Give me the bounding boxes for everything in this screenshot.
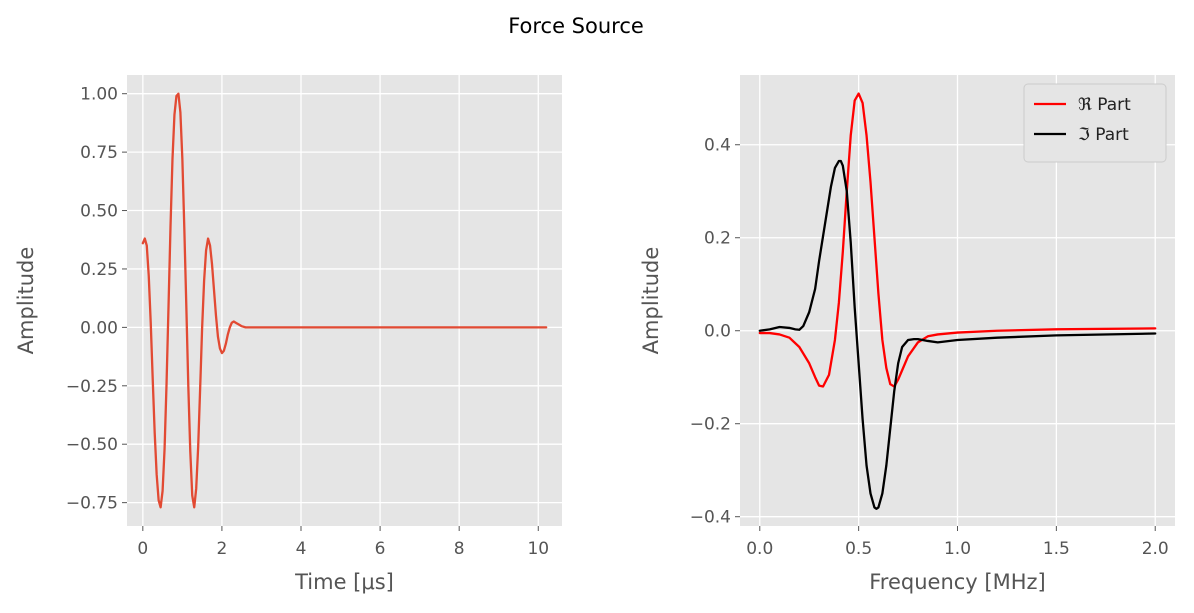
y-tick-label: 1.00 [80, 85, 118, 105]
time-domain-chart: 0 2 4 6 8 10 −0.75 −0.50 −0.25 0.00 0.25 0.50 0.75 1.… [14, 75, 562, 594]
y-axis-label: Amplitude [14, 247, 38, 355]
y-tick-label: 0.2 [704, 229, 731, 249]
x-tick-label: 0.5 [845, 539, 872, 559]
x-tick-label: 0.0 [746, 539, 773, 559]
series-line-imag [758, 159, 1157, 510]
x-axis-label: Frequency [MHz] [869, 570, 1045, 594]
y-tick-label: −0.50 [66, 435, 118, 455]
legend-label: ℑ Part [1078, 125, 1129, 145]
y-tick-label: 0.75 [80, 143, 118, 163]
x-tick-label: 2 [216, 539, 227, 559]
x-tick-label: 1.5 [1043, 539, 1070, 559]
series-line-real [758, 92, 1157, 388]
y-tick-label: 0.25 [80, 260, 118, 280]
x-tick-label: 2.0 [1142, 539, 1169, 559]
y-tick-label: 0.4 [704, 136, 731, 156]
x-tick-label: 0 [137, 539, 148, 559]
y-axis-label: Amplitude [639, 247, 663, 355]
figure-suptitle: Force Source [508, 14, 644, 38]
x-tick-label: 4 [296, 539, 307, 559]
x-tick-label: 1.0 [944, 539, 971, 559]
y-tick-label: −0.2 [690, 415, 731, 435]
time-plot-area [127, 75, 562, 526]
y-tick-label: −0.4 [690, 508, 731, 528]
series-line [141, 92, 548, 509]
x-tick-label: 10 [527, 539, 549, 559]
x-tick-label: 8 [454, 539, 465, 559]
y-tick-label: −0.25 [66, 377, 118, 397]
y-tick-label: 0.50 [80, 202, 118, 222]
y-tick-label: 0.00 [80, 318, 118, 338]
x-axis-label: Time [μs] [294, 570, 394, 594]
y-tick-label: −0.75 [66, 494, 118, 514]
legend-label: ℜ Part [1078, 95, 1131, 115]
frequency-domain-chart: 0.0 0.5 1.0 1.5 2.0 −0.4 −0.2 0.0 0.2 0.4 Frequenc… [639, 75, 1175, 594]
legend: ℜ Part ℑ Part [1023, 83, 1167, 163]
y-tick-label: 0.0 [704, 322, 731, 342]
x-tick-label: 6 [375, 539, 386, 559]
